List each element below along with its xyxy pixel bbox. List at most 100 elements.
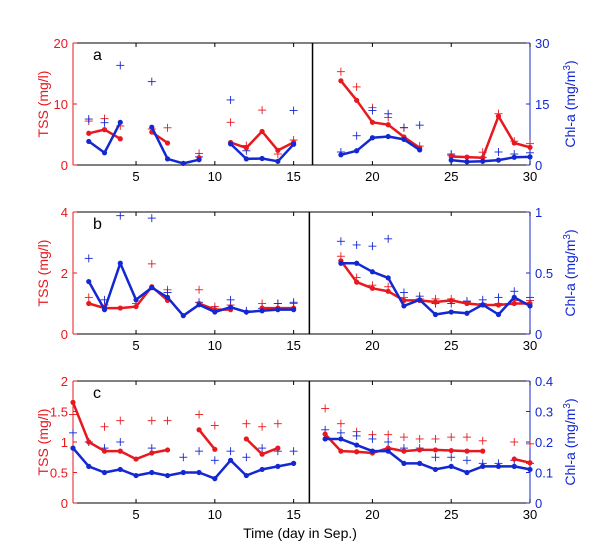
chl-series-point — [385, 448, 391, 454]
chl-series-point — [464, 310, 470, 316]
x-tick-label: 25 — [444, 507, 458, 522]
chl-cross-point — [368, 434, 377, 443]
tss-cross-point — [273, 419, 282, 428]
x-tick-label: 25 — [444, 169, 458, 184]
x-axis-label: Time (day in Sep.) — [243, 525, 357, 541]
tss-cross-point — [478, 436, 487, 445]
tss-series-point — [354, 449, 360, 455]
chl-cross-point — [352, 131, 361, 140]
chl-series-point — [480, 302, 486, 308]
chl-series-point — [259, 308, 265, 314]
chl-series-point — [117, 260, 123, 266]
tss-series-line — [339, 80, 421, 149]
chl-series-point — [196, 157, 202, 163]
right-y-tick-label: 0 — [535, 158, 542, 173]
chl-series-point — [495, 463, 502, 469]
chl-cross-point — [226, 95, 235, 104]
tss-series-point — [354, 279, 360, 285]
x-tick-label: 30 — [523, 507, 537, 522]
chl-series-point — [133, 472, 139, 479]
chl-series-line — [340, 135, 421, 157]
tss-cross-point — [526, 439, 534, 448]
right-y-tick-label: 0.4 — [535, 374, 553, 389]
chl-series-point — [369, 135, 376, 141]
chl-series-point — [417, 460, 423, 466]
right-y-tick-label: 0 — [535, 327, 542, 342]
tss-series-point — [464, 448, 470, 454]
tss-series-point — [511, 140, 517, 146]
tss-series-line — [230, 130, 295, 152]
chl-series-point — [243, 156, 249, 162]
x-tick-label: 15 — [286, 507, 300, 522]
right-y-tick-label: 0 — [535, 496, 542, 511]
chl-series-point — [495, 311, 502, 318]
right-y-axis-label-text: Chl-a (mg/m — [562, 240, 578, 317]
tss-series-point — [385, 288, 391, 294]
tss-series-point — [448, 447, 454, 454]
chl-series-point — [511, 294, 517, 300]
chl-series-point — [101, 150, 108, 156]
x-tick-label: 20 — [365, 507, 379, 522]
chl-series-point — [338, 436, 344, 442]
chl-cross-point — [242, 453, 251, 462]
chl-series-point — [117, 466, 123, 473]
tss-series-point — [338, 448, 344, 454]
chl-series-point — [527, 154, 533, 160]
chl-cross-point — [431, 453, 440, 462]
tss-cross-point — [462, 433, 471, 442]
tss-series-point — [86, 439, 92, 445]
chl-series-point — [117, 119, 123, 125]
chl-series-point — [164, 294, 171, 300]
chl-series-point — [495, 157, 502, 163]
chl-series-point — [401, 303, 407, 309]
left-y-tick-label: 1.5 — [50, 405, 68, 420]
chl-cross-point — [100, 118, 109, 127]
tss-cross-point — [210, 421, 219, 430]
left-y-tick-label: 0 — [61, 158, 68, 173]
left-y-tick-label: 10 — [54, 97, 68, 112]
chl-series-point — [369, 269, 376, 275]
chl-series-point — [86, 278, 92, 285]
tss-series-point — [275, 445, 281, 451]
tss-series-point — [196, 427, 202, 433]
tss-series-point — [480, 448, 486, 454]
tss-series-point — [480, 155, 486, 161]
chl-series-point — [180, 313, 186, 319]
tss-series-point — [212, 446, 218, 452]
left-y-axis-label: TSS (mg/l) — [35, 409, 51, 476]
tss-cross-point — [336, 67, 345, 76]
x-tick-label: 5 — [132, 169, 139, 184]
chl-cross-point — [289, 106, 298, 115]
chl-series-point — [464, 469, 470, 476]
tss-cross-point — [384, 430, 393, 439]
tss-series-point — [86, 300, 92, 307]
chl-cross-point — [147, 214, 156, 223]
right-y-tick-label: 0.1 — [535, 466, 553, 481]
chl-series-point — [149, 469, 155, 476]
tss-series-point — [70, 399, 76, 405]
chl-series-point — [164, 156, 171, 162]
chl-series-point — [448, 309, 454, 315]
chl-series-line — [87, 261, 294, 317]
tss-series-point — [385, 122, 391, 128]
tss-series-line — [198, 429, 216, 451]
chl-series-point — [101, 469, 108, 476]
right-y-tick-label: 15 — [535, 97, 549, 112]
chl-series-point — [196, 469, 202, 476]
chl-cross-point — [352, 431, 361, 440]
tss-cross-point — [163, 416, 172, 425]
chl-series-line — [150, 126, 200, 165]
chl-series-point — [101, 307, 108, 313]
chl-cross-point — [384, 109, 393, 118]
tss-cross-point — [510, 438, 519, 446]
tss-series-point — [369, 119, 376, 125]
left-y-tick-label: 0.5 — [50, 466, 68, 481]
left-y-tick-label: 0 — [61, 327, 68, 342]
tss-series-point — [133, 303, 139, 310]
panel-label: c — [93, 385, 101, 402]
chl-cross-point — [462, 456, 471, 465]
chl-cross-point — [226, 295, 235, 304]
